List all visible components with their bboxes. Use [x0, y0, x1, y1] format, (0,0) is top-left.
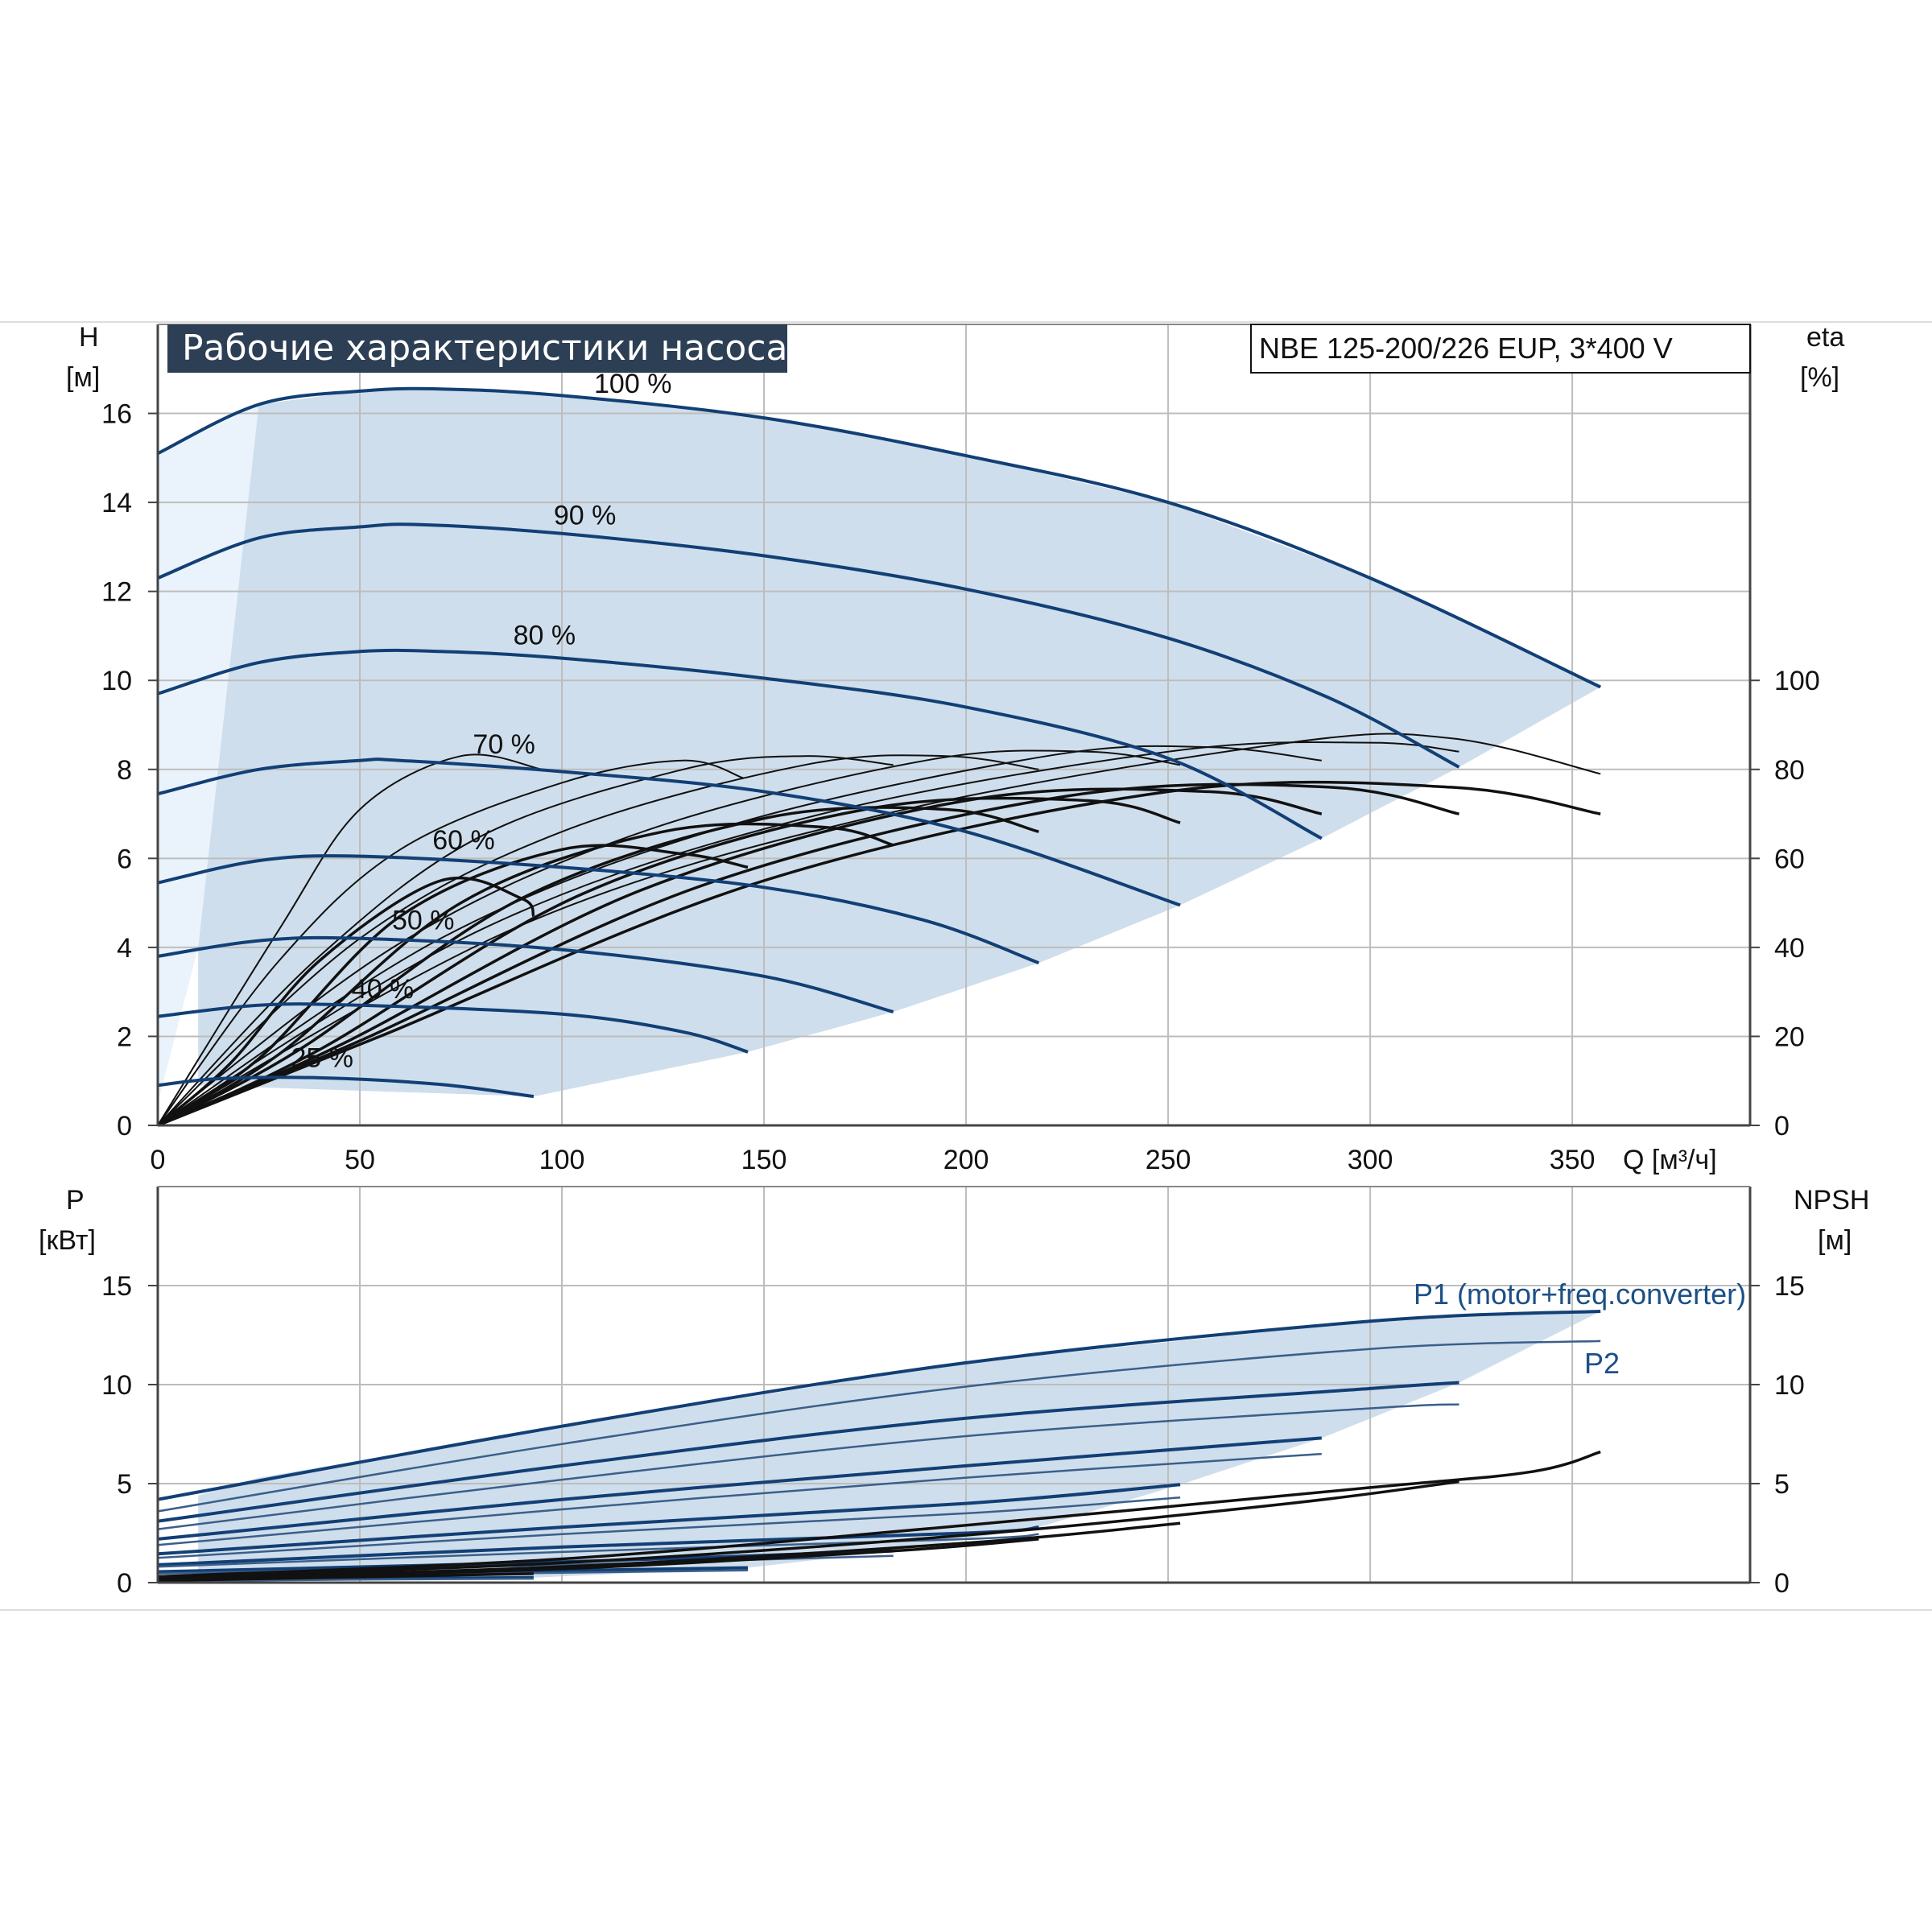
head-tick-label: 10	[101, 666, 132, 696]
curve-labels: 100 % 90 % 80 % 70 % 60 % 50 % 40 % 25 %	[291, 369, 672, 1073]
p1-curve	[157, 1483, 1181, 1556]
eta-axis-label: eta	[1806, 322, 1844, 353]
x-tick-label: 300	[1348, 1145, 1393, 1175]
head-tick-label: 12	[101, 577, 132, 608]
model-label: NBE 125-200/226 EUP, 3*400 V	[1259, 332, 1673, 365]
speed-label: 100 %	[594, 369, 671, 399]
eta-tick-label: 80	[1774, 755, 1805, 786]
chart-title: Рабочие характеристики насоса	[182, 328, 787, 369]
head-axis-label: H	[79, 322, 99, 353]
head-curve	[157, 854, 1040, 965]
eta-tick-label: 0	[1774, 1111, 1790, 1141]
head-curve	[157, 1002, 749, 1054]
npsh-tick-label: 0	[1774, 1568, 1790, 1599]
eta-tick-label: 60	[1774, 844, 1805, 874]
head-tick-label: 6	[117, 844, 132, 874]
p1-curve	[157, 1436, 1322, 1541]
efficiency-curves	[156, 733, 1601, 1127]
head-curve	[157, 386, 1602, 689]
efficiency-curve	[157, 753, 543, 1126]
speed-label: 40 %	[352, 974, 415, 1005]
power-operating-region	[198, 1311, 1601, 1582]
power-tick-label: 5	[117, 1469, 132, 1500]
p2-series-label: P2	[1584, 1347, 1620, 1380]
eta-axis-unit: [%]	[1800, 362, 1839, 393]
power-axis-label: P	[66, 1185, 85, 1216]
head-operating-region	[158, 389, 1601, 1104]
npsh-tick-label: 10	[1774, 1370, 1805, 1401]
p2-curve	[157, 1403, 1459, 1530]
power-tick-label: 0	[117, 1568, 132, 1599]
efficiency-curve	[157, 749, 1181, 1126]
power-region-fill	[198, 1311, 1601, 1582]
x-tick-label: 150	[741, 1145, 787, 1175]
p1-series-label: P1 (motor+freq.converter)	[1414, 1278, 1746, 1311]
npsh-curve	[157, 1480, 1459, 1579]
power-tick-label: 15	[101, 1271, 132, 1302]
npsh-tick-label: 5	[1774, 1469, 1790, 1500]
head-tick-label: 2	[117, 1022, 132, 1052]
speed-label: 80 %	[514, 621, 576, 651]
npsh-tick-label: 15	[1774, 1271, 1805, 1302]
speed-label: 70 %	[473, 729, 535, 760]
power-tick-label: 10	[101, 1370, 132, 1401]
x-tick-label: 50	[345, 1145, 375, 1175]
x-tick-label: 250	[1146, 1145, 1191, 1175]
efficiency-curve	[157, 806, 1039, 1127]
npsh-curve	[157, 1450, 1601, 1579]
eta-tick-label: 40	[1774, 933, 1805, 964]
efficiency-curve	[157, 822, 894, 1127]
head-tick-label: 4	[117, 933, 132, 964]
power-axis-unit: [кВт]	[39, 1225, 96, 1256]
head-axis-unit: [м]	[66, 362, 100, 393]
efficiency-curve	[157, 787, 1323, 1127]
npsh-curves	[157, 1450, 1601, 1583]
p2-curve	[157, 1340, 1601, 1513]
speed-label: 50 %	[392, 905, 455, 935]
p1-curve	[157, 1381, 1459, 1523]
head-region-left-strip	[158, 404, 259, 1104]
p2-curve	[157, 1496, 1181, 1559]
tick-labels: 0 50 100 150 200 250 300 3500246810121416020406…	[101, 399, 1820, 1599]
head-curve	[157, 935, 894, 1013]
model-box	[1250, 324, 1751, 374]
head-tick-label: 16	[101, 399, 132, 430]
title-box	[167, 324, 787, 373]
efficiency-curve	[157, 759, 745, 1126]
head-curve	[157, 1075, 535, 1099]
head-curve	[157, 522, 1460, 769]
efficiency-curve	[157, 754, 1039, 1126]
npsh-axis-unit: [м]	[1818, 1225, 1852, 1256]
speed-label: 60 %	[432, 825, 495, 856]
eta-tick-label: 100	[1774, 666, 1820, 696]
head-curves	[157, 386, 1602, 1099]
head-tick-label: 8	[117, 755, 132, 786]
npsh-curve	[157, 1538, 1039, 1582]
flow-axis-label: Q [м³/ч]	[1623, 1145, 1717, 1175]
efficiency-curve	[157, 780, 1601, 1127]
x-tick-label: 100	[539, 1145, 585, 1175]
efficiency-curve	[157, 745, 1322, 1126]
speed-label: 25 %	[291, 1043, 354, 1074]
p2-curve	[157, 1452, 1322, 1546]
eta-tick-label: 20	[1774, 1022, 1805, 1052]
p2-curve	[157, 1533, 1039, 1568]
efficiency-curve	[157, 755, 894, 1126]
efficiency-curve	[157, 782, 1459, 1127]
head-tick-label: 0	[117, 1111, 132, 1141]
head-tick-label: 14	[101, 488, 132, 518]
x-tick-label: 350	[1550, 1145, 1596, 1175]
efficiency-curve	[157, 796, 1181, 1127]
npsh-curve	[157, 1572, 534, 1583]
head-region-fill	[198, 389, 1601, 1097]
head-curve	[157, 758, 1181, 907]
npsh-axis-label: NPSH	[1794, 1185, 1869, 1216]
x-tick-label: 0	[151, 1145, 166, 1175]
speed-label: 90 %	[554, 500, 617, 530]
p1-curve	[157, 1310, 1601, 1501]
x-tick-label: 200	[943, 1145, 989, 1175]
efficiency-curve	[157, 844, 749, 1127]
head-curve	[157, 648, 1323, 840]
